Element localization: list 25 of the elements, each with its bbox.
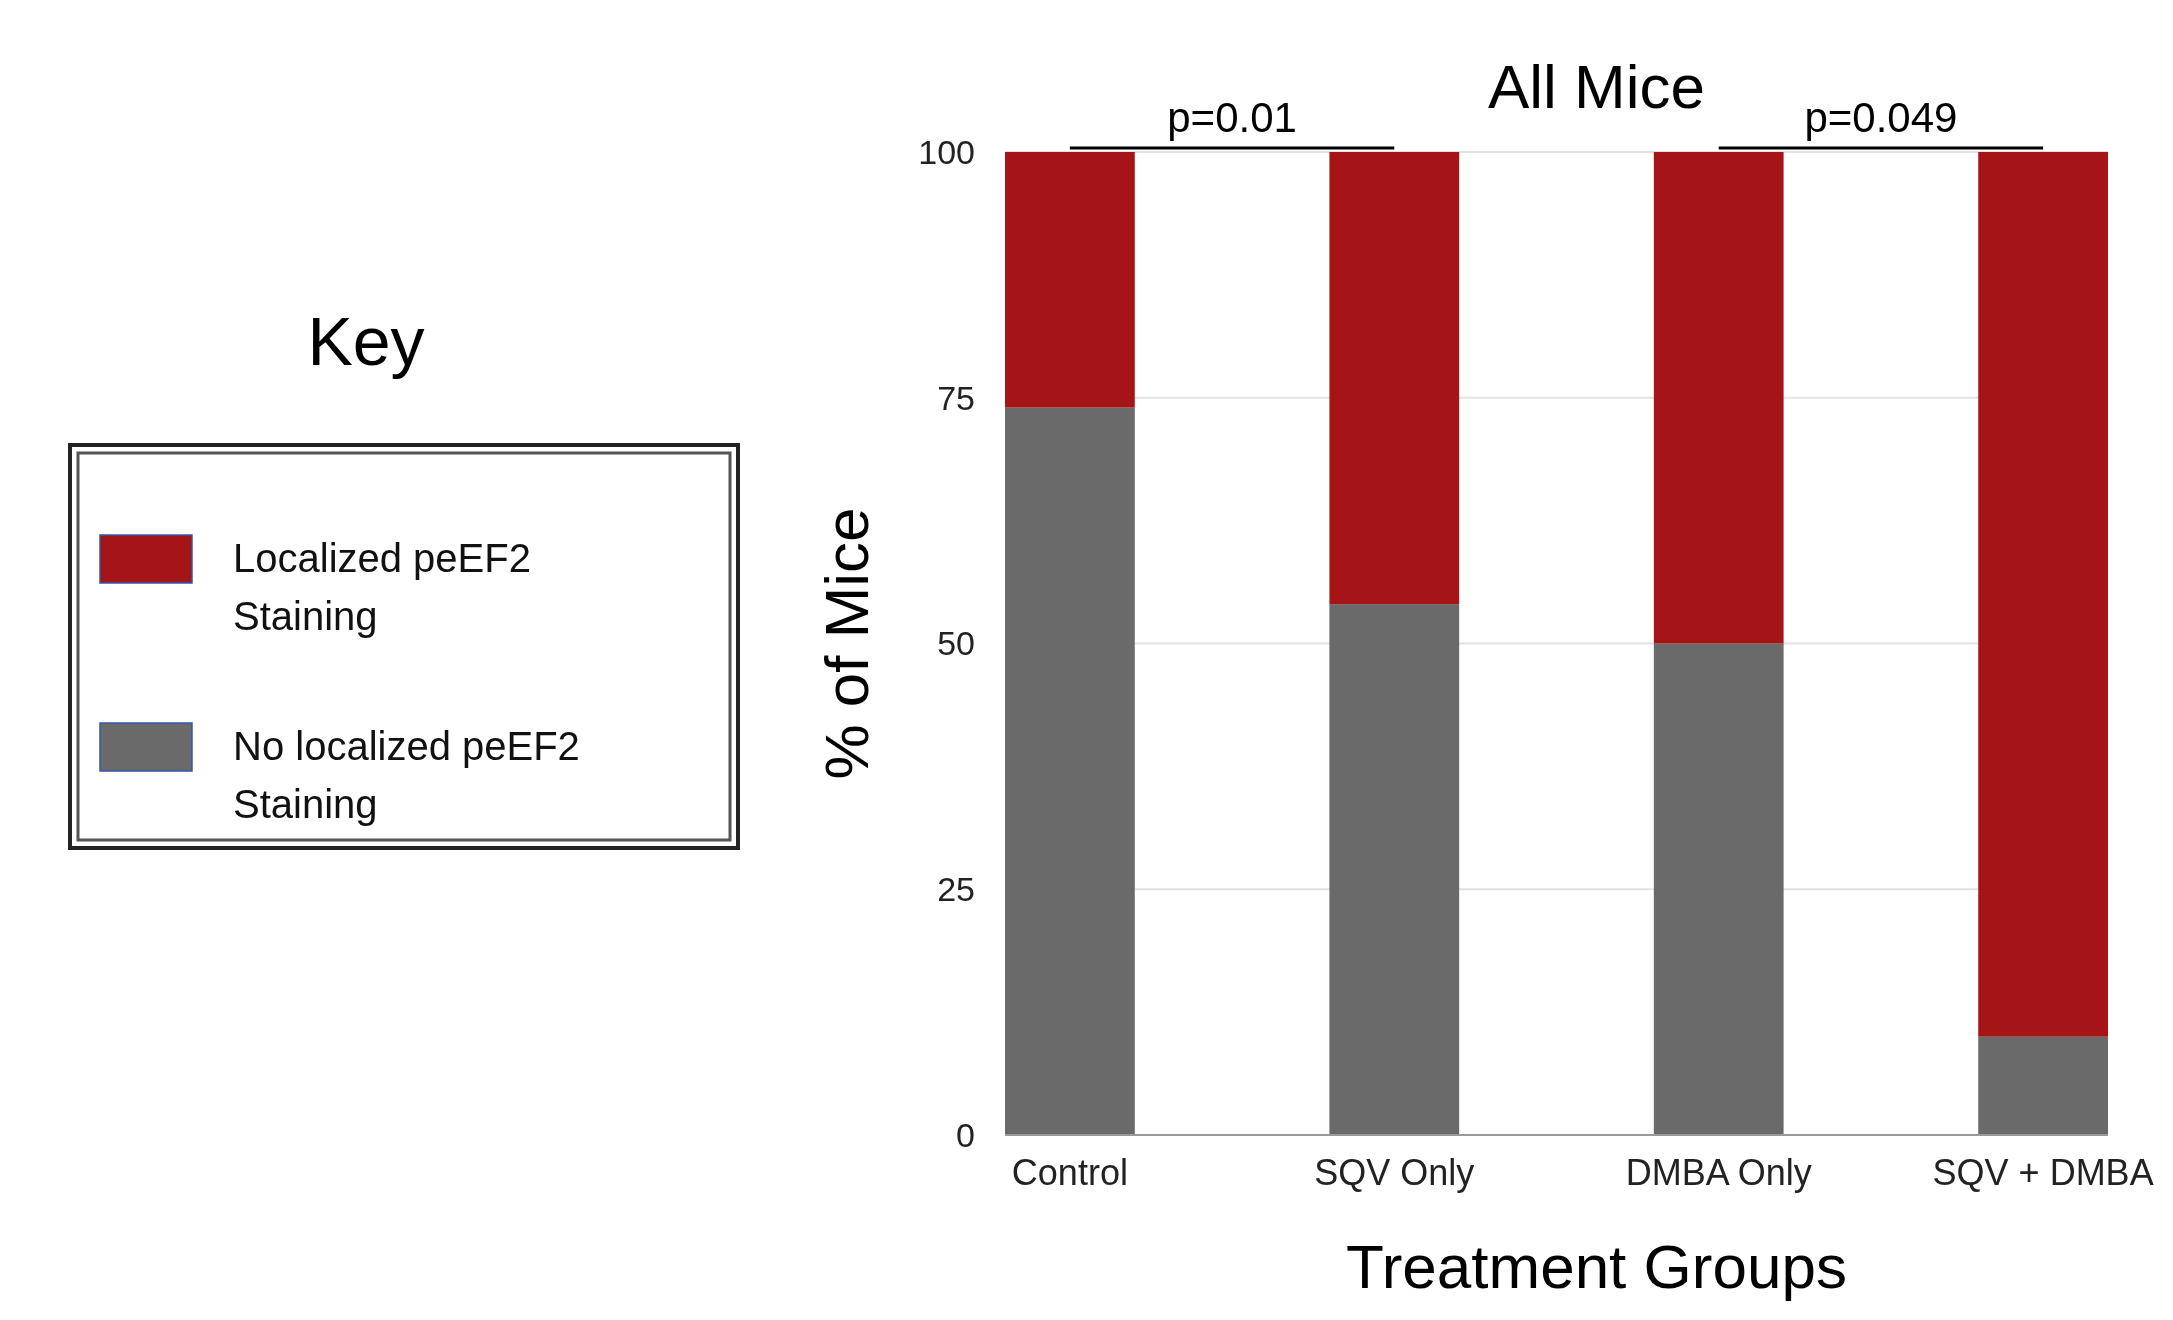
- legend-label: Localized peEF2 Staining: [233, 536, 531, 638]
- y-tick-label: 0: [956, 1115, 975, 1154]
- bar: [1653, 152, 1784, 644]
- text: p=0.01: [1167, 94, 1297, 141]
- y-tick-label: 100: [918, 132, 975, 171]
- bar: [1653, 643, 1784, 1135]
- bar: [1329, 152, 1460, 605]
- x-axis-title: Treatment Groups: [1346, 1232, 1847, 1301]
- bar: [1329, 604, 1460, 1135]
- bar: [1005, 407, 1135, 1135]
- text: p=0.049: [1804, 94, 1958, 141]
- bar: [1978, 1036, 2109, 1135]
- x-tick-label: DMBA Only: [1625, 1152, 1812, 1193]
- y-tick-label: 50: [937, 624, 975, 663]
- bar: [1005, 152, 1135, 408]
- chart-title: All Mice: [1487, 52, 1706, 121]
- bar: [1978, 152, 2109, 1037]
- legend-label: No localized peEF2 Staining: [233, 724, 580, 826]
- y-tick-label: 25: [937, 870, 975, 909]
- x-tick-label: Control: [1011, 1152, 1128, 1193]
- y-axis-title: % of Mice: [812, 507, 881, 780]
- y-tick-label: 75: [937, 378, 975, 417]
- x-tick-label: SQV + DMBA: [1932, 1152, 2154, 1193]
- legend-title: Key: [307, 303, 425, 379]
- x-tick-label: SQV Only: [1314, 1152, 1475, 1193]
